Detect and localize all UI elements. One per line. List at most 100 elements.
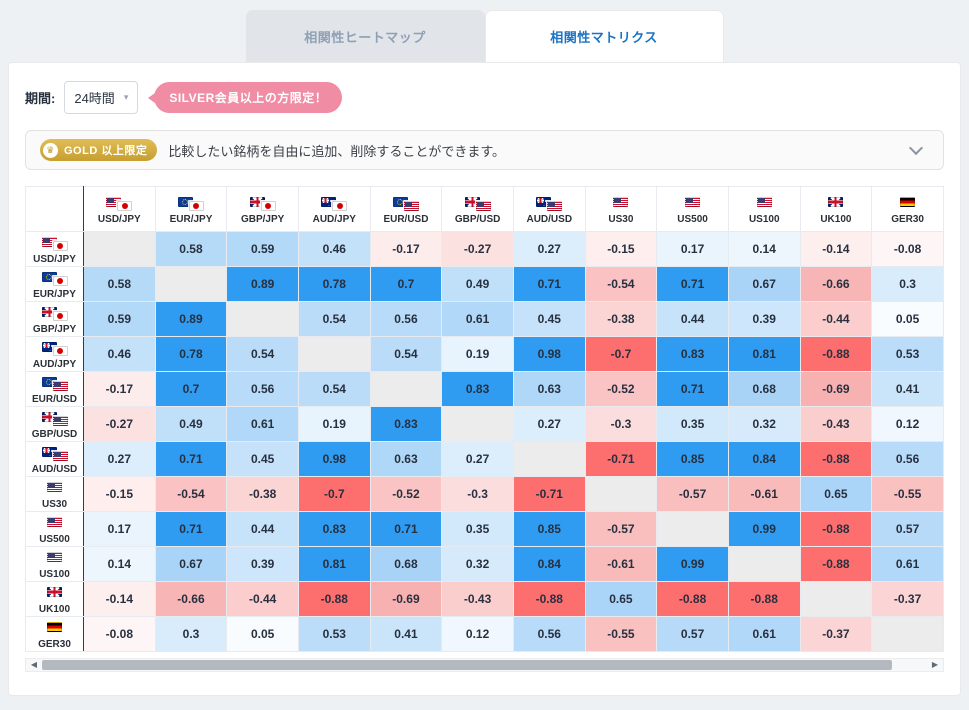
scroll-right-icon[interactable]: ▶: [931, 660, 939, 669]
flag-jp-icon: [52, 310, 68, 321]
matrix-cell-ger30-uk100: -0.37: [799, 616, 873, 652]
tab-heatmap[interactable]: 相関性ヒートマップ: [245, 10, 485, 62]
symbol-label: EUR/JPY: [169, 213, 213, 225]
matrix-cell-gbp-usd-gbp-jpy: 0.61: [226, 406, 299, 442]
matrix-cell-ger30-gbp-jpy: 0.05: [226, 616, 299, 652]
symbol-label: GBP/USD: [454, 213, 501, 225]
symbol-label: EUR/USD: [31, 393, 77, 405]
matrix-cell-ger30-eur-usd: 0.41: [369, 616, 443, 652]
matrix-cell-gbp-usd-ger30: 0.12: [871, 406, 944, 442]
matrix-cell-eur-jpy-us500: 0.71: [656, 266, 729, 302]
matrix-cell-us100-aud-jpy: 0.81: [297, 546, 371, 582]
matrix-cell-eur-jpy-usd-jpy: 0.58: [83, 266, 156, 302]
symbol-label: AUD/JPY: [32, 358, 77, 370]
flag-jp-icon: [52, 345, 68, 356]
tab-matrix[interactable]: 相関性マトリクス: [484, 10, 724, 62]
flag-us-icon: [47, 481, 62, 492]
matrix-row: GBP/JPY 0.59 0.89 0.54 0.56 0.61 0.45 -0.38 0.44…: [25, 301, 944, 337]
matrix-cell-uk100-us100: -0.88: [727, 581, 801, 617]
matrix-cell-eur-jpy-gbp-usd: 0.49: [441, 266, 514, 302]
flag-jp-icon: [332, 200, 348, 211]
matrix-cell-aud-jpy-us500: 0.83: [656, 336, 729, 372]
matrix-cell-gbp-jpy-us100: 0.39: [727, 301, 801, 337]
matrix-cell-us500-us30: -0.57: [584, 511, 658, 547]
scrollbar-track[interactable]: [42, 659, 927, 671]
symbol-label: US30: [608, 213, 634, 225]
matrix-cell-aud-jpy-us30: -0.7: [584, 336, 658, 372]
matrix-cell-uk100-ger30: -0.37: [871, 581, 944, 617]
column-header-aud-usd: AUD/USD: [512, 186, 586, 232]
matrix-row: AUD/USD 0.27 0.71 0.45 0.98 0.63 0.27 -0.71 0.85…: [25, 441, 944, 477]
flag-group: [177, 196, 204, 212]
symbol-label: GBP/JPY: [240, 213, 285, 225]
matrix-row: GER30 -0.08 0.3 0.05 0.53 0.41 0.12 0.56 -0.55 0.…: [25, 616, 944, 652]
matrix-cell-aud-usd-ger30: 0.56: [871, 441, 944, 477]
symbol-label: UK100: [38, 603, 71, 615]
row-header-aud-usd: AUD/USD: [25, 441, 84, 477]
flag-group: [47, 481, 62, 497]
flag-us-icon: [547, 200, 563, 211]
matrix-cell-us100-us500: 0.99: [656, 546, 729, 582]
gold-badge: ♛ GOLD 以上限定: [40, 139, 158, 161]
scrollbar-thumb[interactable]: [42, 660, 892, 670]
flag-group: [41, 411, 68, 427]
chevron-down-icon[interactable]: [908, 140, 924, 156]
matrix-cell-uk100-eur-jpy: -0.66: [154, 581, 228, 617]
matrix-diagonal-cell: [369, 371, 443, 407]
matrix-diagonal-cell: [656, 511, 729, 547]
matrix-cell-aud-usd-us100: 0.84: [727, 441, 801, 477]
gold-banner[interactable]: ♛ GOLD 以上限定 比較したい銘柄を自由に追加、削除することができます。: [25, 130, 944, 170]
matrix-cell-uk100-us30: 0.65: [584, 581, 658, 617]
matrix-cell-us30-gbp-usd: -0.3: [441, 476, 514, 512]
column-header-ger30: GER30: [871, 186, 944, 232]
matrix-cell-us100-aud-usd: 0.84: [512, 546, 586, 582]
matrix-cell-us500-gbp-jpy: 0.44: [226, 511, 299, 547]
matrix-cell-ger30-eur-jpy: 0.3: [154, 616, 228, 652]
flag-us-icon: [52, 415, 68, 426]
flag-jp-icon: [52, 275, 68, 286]
flag-jp-icon: [260, 200, 276, 211]
matrix-cell-aud-usd-uk100: -0.88: [799, 441, 873, 477]
matrix-cell-uk100-gbp-usd: -0.43: [441, 581, 514, 617]
matrix-cell-eur-jpy-aud-usd: 0.71: [512, 266, 586, 302]
matrix-cell-ger30-aud-jpy: 0.53: [297, 616, 371, 652]
matrix-cell-us30-us500: -0.57: [656, 476, 729, 512]
matrix-cell-aud-usd-us30: -0.71: [584, 441, 658, 477]
period-row: 期間: 24時間 ▾ SILVER会員以上の方限定！: [9, 63, 960, 126]
matrix-cell-us100-usd-jpy: 0.14: [83, 546, 156, 582]
period-select[interactable]: 24時間 ▾: [64, 81, 139, 114]
matrix-diagonal-cell: [799, 581, 873, 617]
row-header-us500: US500: [25, 511, 84, 547]
matrix-cell-usd-jpy-us500: 0.17: [656, 231, 729, 267]
row-header-gbp-usd: GBP/USD: [25, 406, 84, 442]
matrix-cell-uk100-eur-usd: -0.69: [369, 581, 443, 617]
matrix-cell-eur-usd-uk100: -0.69: [799, 371, 873, 407]
matrix-cell-uk100-usd-jpy: -0.14: [83, 581, 156, 617]
row-header-usd-jpy: USD/JPY: [25, 231, 84, 267]
gold-banner-text: 比較したい銘柄を自由に追加、削除することができます。: [168, 143, 506, 159]
symbol-label: AUD/USD: [526, 213, 573, 225]
matrix-cell-gbp-usd-us500: 0.35: [656, 406, 729, 442]
matrix-cell-gbp-jpy-us30: -0.38: [584, 301, 658, 337]
scroll-left-icon[interactable]: ◀: [30, 660, 38, 669]
matrix-cell-gbp-usd-aud-jpy: 0.19: [297, 406, 371, 442]
horizontal-scrollbar[interactable]: ◀ ▶: [25, 658, 944, 672]
matrix-corner-cell: [25, 186, 84, 232]
flag-group: [106, 196, 133, 212]
matrix-cell-gbp-usd-aud-usd: 0.27: [512, 406, 586, 442]
matrix-cell-eur-usd-gbp-jpy: 0.56: [226, 371, 299, 407]
matrix-cell-gbp-jpy-eur-jpy: 0.89: [154, 301, 228, 337]
row-header-gbp-jpy: GBP/JPY: [25, 301, 84, 337]
matrix-cell-us100-uk100: -0.88: [799, 546, 873, 582]
matrix-row: US100 0.14 0.67 0.39 0.81 0.68 0.32 0.84 -0.61 0.…: [25, 546, 944, 582]
flag-us-icon: [613, 196, 629, 207]
flag-us-icon: [756, 196, 772, 207]
matrix-cell-usd-jpy-eur-usd: -0.17: [369, 231, 443, 267]
matrix-cell-aud-usd-gbp-usd: 0.27: [441, 441, 514, 477]
flag-group: [392, 196, 419, 212]
flag-gb-icon: [47, 586, 62, 597]
matrix-cell-usd-jpy-gbp-usd: -0.27: [441, 231, 514, 267]
flag-group: [41, 446, 68, 462]
silver-badge: SILVER会員以上の方限定！: [148, 82, 343, 113]
flag-us-icon: [52, 450, 68, 461]
